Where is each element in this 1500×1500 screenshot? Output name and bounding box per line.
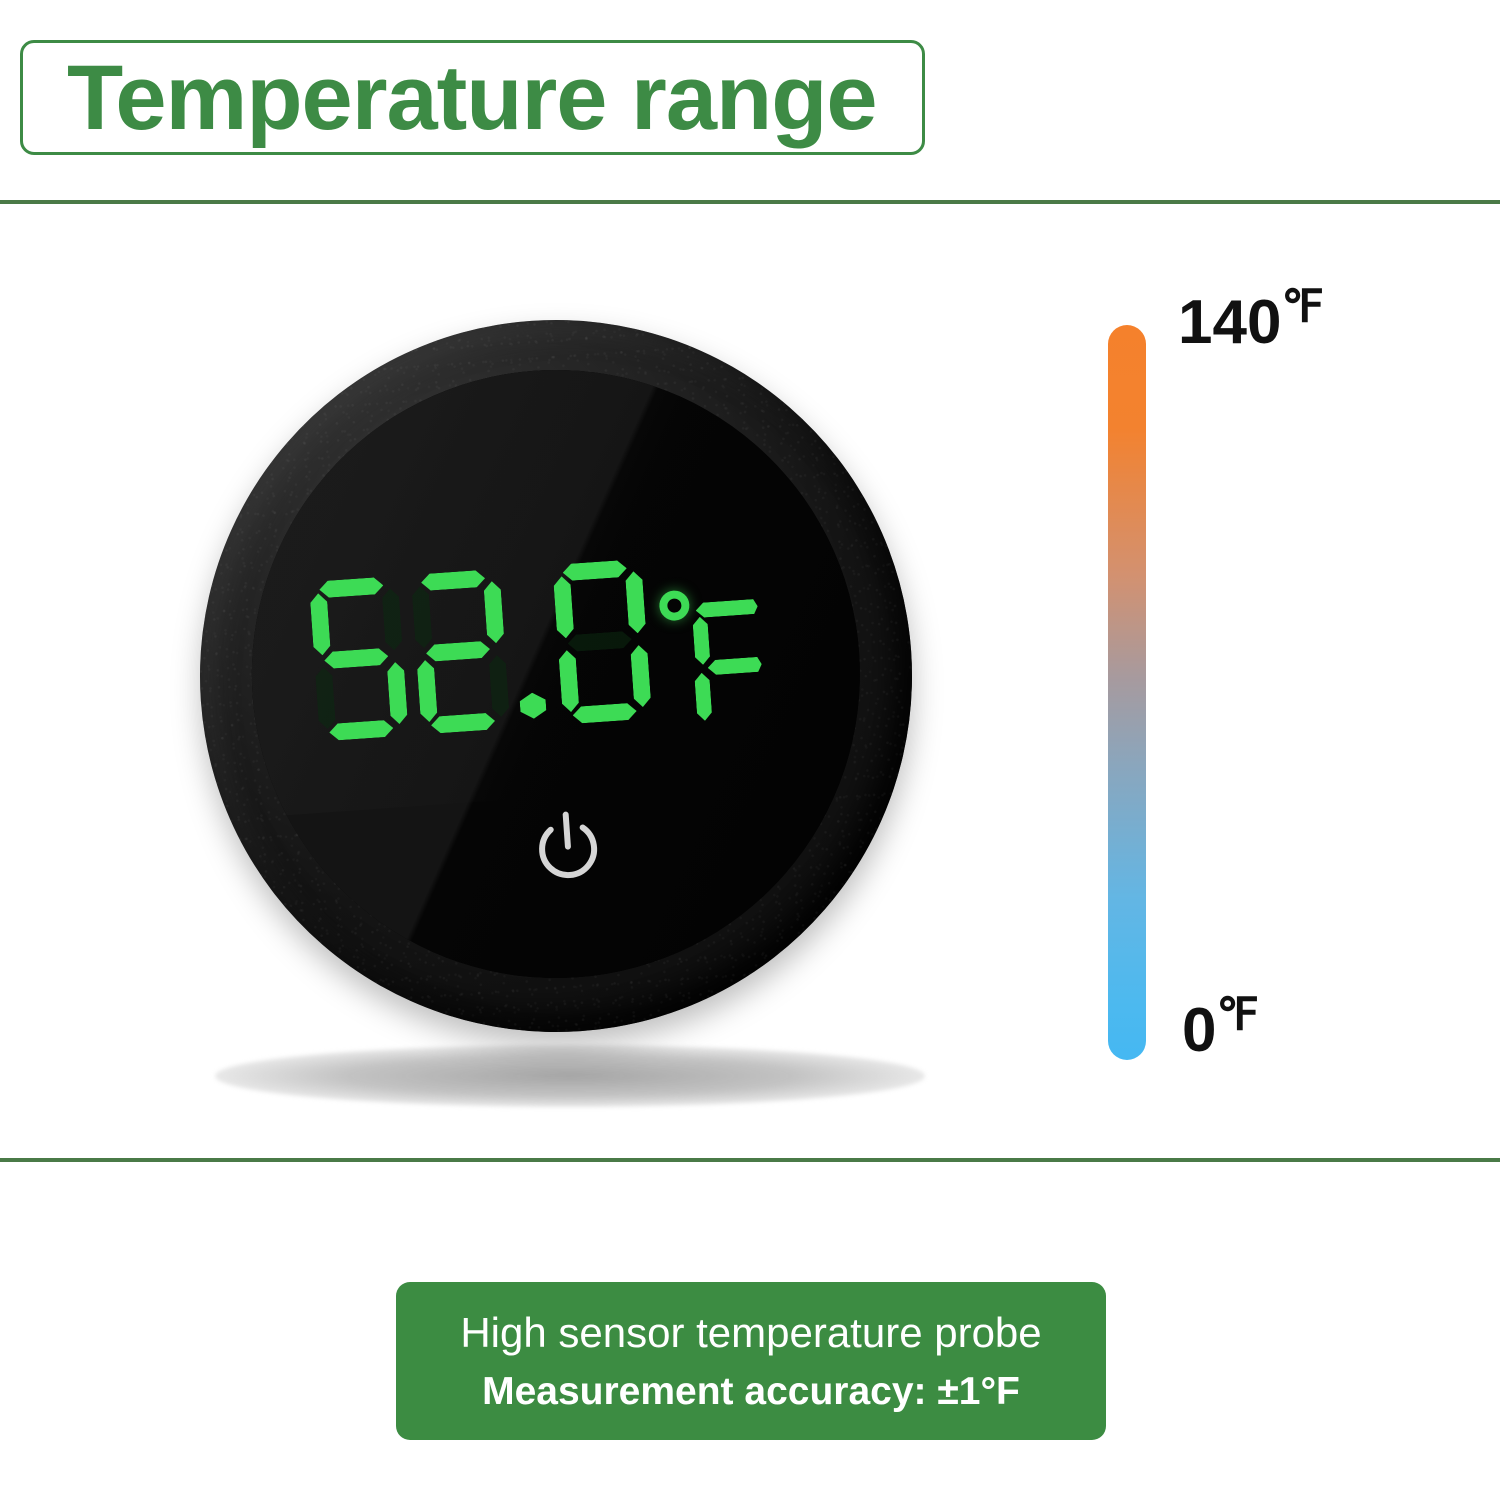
led-digit-2 [405,569,512,735]
page-title: Temperature range [67,46,878,149]
thermometer-device [176,296,936,1056]
led-unit-fahrenheit [650,550,773,717]
degree-symbol-icon [658,589,691,622]
device-shadow [215,1045,925,1107]
led-digit-1 [303,576,410,742]
power-button[interactable] [523,802,613,892]
scale-low-unit: ℉ [1216,990,1259,1040]
led-decimal-point [506,566,551,728]
banner-line-2: Measurement accuracy: ±1°F [482,1369,1020,1413]
scale-label-high: 140℉ [1178,285,1324,354]
device-illustration [175,296,936,1107]
title-box: Temperature range [20,40,925,155]
device-glass-face [231,349,881,999]
scale-low-value: 0 [1182,996,1217,1065]
scale-high-value: 140 [1178,288,1282,357]
led-readout [303,550,773,742]
temperature-gradient-bar [1108,325,1146,1060]
banner-line-1: High sensor temperature probe [460,1308,1042,1356]
power-icon [539,811,598,879]
divider-bottom [0,1158,1500,1162]
led-digit-3 [546,559,653,725]
divider-top [0,200,1500,204]
scale-label-low: 0℉ [1182,993,1259,1062]
scale-high-unit: ℉ [1281,282,1324,332]
feature-banner: High sensor temperature probe Measuremen… [396,1282,1106,1440]
